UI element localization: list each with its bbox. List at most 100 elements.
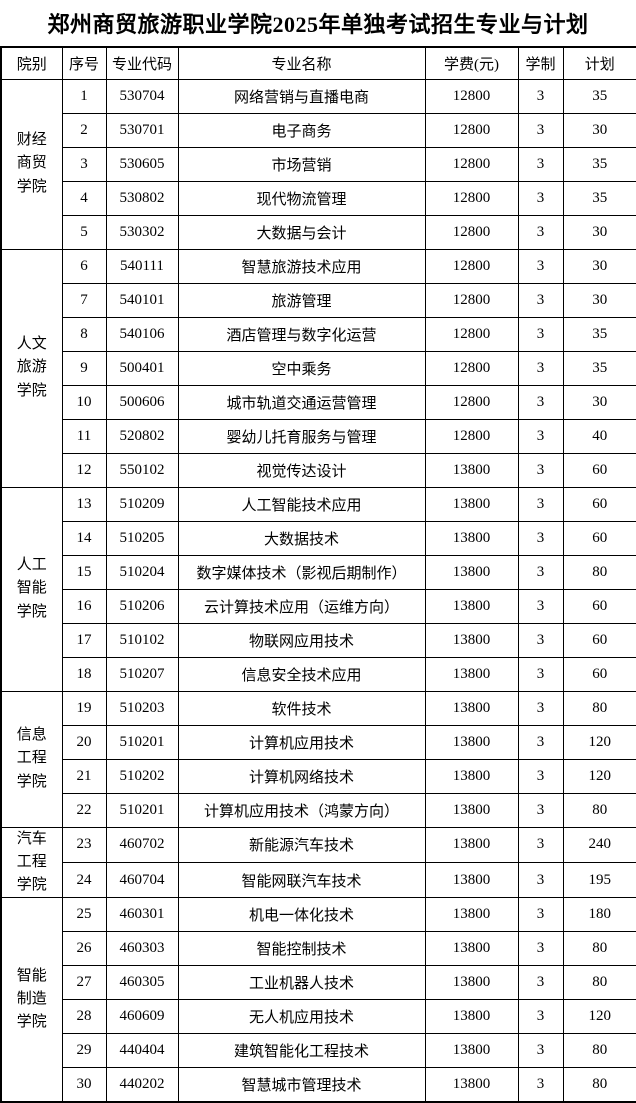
table-row: 17 510102 物联网应用技术 13800 3 60 xyxy=(1,622,636,658)
college-label: 汽车工程学院 xyxy=(16,830,47,894)
cell-major: 大数据技术 xyxy=(177,520,426,556)
table-row: 26 460303 智能控制技术 13800 3 80 xyxy=(1,931,636,967)
cell-plan: 40 xyxy=(562,418,636,454)
cell-plan: 35 xyxy=(562,146,636,182)
cell-no: 28 xyxy=(61,999,107,1035)
cell-plan: 30 xyxy=(562,248,636,284)
cell-tuition: 12800 xyxy=(424,180,519,216)
cell-no: 25 xyxy=(61,897,107,933)
cell-duration: 3 xyxy=(517,690,564,726)
cell-plan: 30 xyxy=(562,112,636,148)
cell-no: 12 xyxy=(61,452,107,488)
cell-tuition: 12800 xyxy=(424,350,519,386)
cell-duration: 3 xyxy=(517,248,564,284)
cell-major: 视觉传达设计 xyxy=(177,452,426,488)
cell-plan: 60 xyxy=(562,588,636,624)
cell-no: 16 xyxy=(61,588,107,624)
header-row: 院别 序号 专业代码 专业名称 学费(元) 学制 计划 xyxy=(0,46,636,80)
table-row: 8 540106 酒店管理与数字化运营 12800 3 35 xyxy=(1,316,636,352)
cell-plan: 35 xyxy=(562,78,636,114)
cell-major: 智慧旅游技术应用 xyxy=(177,248,426,284)
cell-no: 6 xyxy=(61,248,107,284)
cell-no: 29 xyxy=(61,1033,107,1069)
cell-duration: 3 xyxy=(517,897,564,933)
table-row: 16 510206 云计算技术应用（运维方向） 13800 3 60 xyxy=(1,588,636,624)
table-row: 12 550102 视觉传达设计 13800 3 60 xyxy=(1,452,636,488)
cell-no: 26 xyxy=(61,931,107,967)
cell-tuition: 13800 xyxy=(424,1067,519,1103)
table-row: 信息工程学院 19 510203 软件技术 13800 3 80 xyxy=(0,690,636,828)
cell-major: 机电一体化技术 xyxy=(177,897,426,933)
cell-duration: 3 xyxy=(517,931,564,967)
cell-no: 7 xyxy=(61,282,107,318)
cell-code: 530302 xyxy=(105,214,179,250)
cell-major: 信息安全技术应用 xyxy=(177,656,426,692)
cell-plan: 60 xyxy=(562,520,636,556)
cell-no: 27 xyxy=(61,965,107,1001)
cell-duration: 3 xyxy=(517,656,564,692)
cell-tuition: 13800 xyxy=(424,520,519,556)
col-header-no: 序号 xyxy=(61,46,107,80)
cell-plan: 80 xyxy=(562,1067,636,1103)
cell-no: 2 xyxy=(61,112,107,148)
cell-no: 21 xyxy=(61,758,107,794)
table-row: 7 540101 旅游管理 12800 3 30 xyxy=(1,282,636,318)
cell-no: 30 xyxy=(61,1067,107,1103)
cell-tuition: 13800 xyxy=(424,656,519,692)
table-row: 29 440404 建筑智能化工程技术 13800 3 80 xyxy=(1,1033,636,1069)
cell-code: 510204 xyxy=(105,554,179,590)
college-label: 智能制造学院 xyxy=(16,967,47,1031)
cell-code: 460609 xyxy=(105,999,179,1035)
col-header-code: 专业代码 xyxy=(105,46,179,80)
cell-no: 14 xyxy=(61,520,107,556)
cell-tuition: 13800 xyxy=(424,758,519,794)
cell-duration: 3 xyxy=(517,486,564,522)
cell-code: 510201 xyxy=(105,792,179,828)
cell-plan: 120 xyxy=(562,999,636,1035)
cell-code: 460704 xyxy=(105,861,179,899)
cell-tuition: 13800 xyxy=(424,690,519,726)
cell-no: 3 xyxy=(61,146,107,182)
cell-code: 460301 xyxy=(105,897,179,933)
cell-major: 物联网应用技术 xyxy=(177,622,426,658)
cell-plan: 35 xyxy=(562,180,636,216)
table-row: 15 510204 数字媒体技术（影视后期制作） 13800 3 80 xyxy=(1,554,636,590)
cell-duration: 3 xyxy=(517,350,564,386)
cell-no: 1 xyxy=(61,78,107,114)
cell-major: 大数据与会计 xyxy=(177,214,426,250)
cell-code: 530605 xyxy=(105,146,179,182)
cell-duration: 3 xyxy=(517,758,564,794)
table-row: 4 530802 现代物流管理 12800 3 35 xyxy=(1,180,636,216)
table-row: 人文旅游学院 6 540111 智慧旅游技术应用 12800 3 30 xyxy=(0,248,636,488)
college-label: 人文旅游学院 xyxy=(16,336,47,399)
cell-major: 婴幼儿托育服务与管理 xyxy=(177,418,426,454)
cell-duration: 3 xyxy=(517,792,564,828)
cell-major: 空中乘务 xyxy=(177,350,426,386)
cell-no: 24 xyxy=(61,861,107,899)
cell-tuition: 13800 xyxy=(424,931,519,967)
cell-no: 15 xyxy=(61,554,107,590)
cell-code: 510102 xyxy=(105,622,179,658)
cell-no: 10 xyxy=(61,384,107,420)
cell-tuition: 13800 xyxy=(424,792,519,828)
cell-duration: 3 xyxy=(517,1033,564,1069)
cell-plan: 80 xyxy=(562,1033,636,1069)
cell-duration: 3 xyxy=(517,180,564,216)
cell-no: 20 xyxy=(61,724,107,760)
cell-tuition: 12800 xyxy=(424,316,519,352)
table-row: 财经商贸学院 1 530704 网络营销与直播电商 12800 3 35 xyxy=(0,78,636,250)
cell-duration: 3 xyxy=(517,724,564,760)
col-header-plan: 计划 xyxy=(562,46,636,80)
table-row: 27 460305 工业机器人技术 13800 3 80 xyxy=(1,965,636,1001)
cell-code: 530802 xyxy=(105,180,179,216)
cell-major: 数字媒体技术（影视后期制作） xyxy=(177,554,426,590)
cell-plan: 80 xyxy=(562,690,636,726)
cell-plan: 30 xyxy=(562,214,636,250)
cell-code: 460305 xyxy=(105,965,179,1001)
cell-duration: 3 xyxy=(517,965,564,1001)
cell-major: 软件技术 xyxy=(177,690,426,726)
cell-no: 4 xyxy=(61,180,107,216)
college-cell: 人工智能学院 xyxy=(0,486,63,692)
cell-tuition: 13800 xyxy=(424,486,519,522)
cell-code: 520802 xyxy=(105,418,179,454)
